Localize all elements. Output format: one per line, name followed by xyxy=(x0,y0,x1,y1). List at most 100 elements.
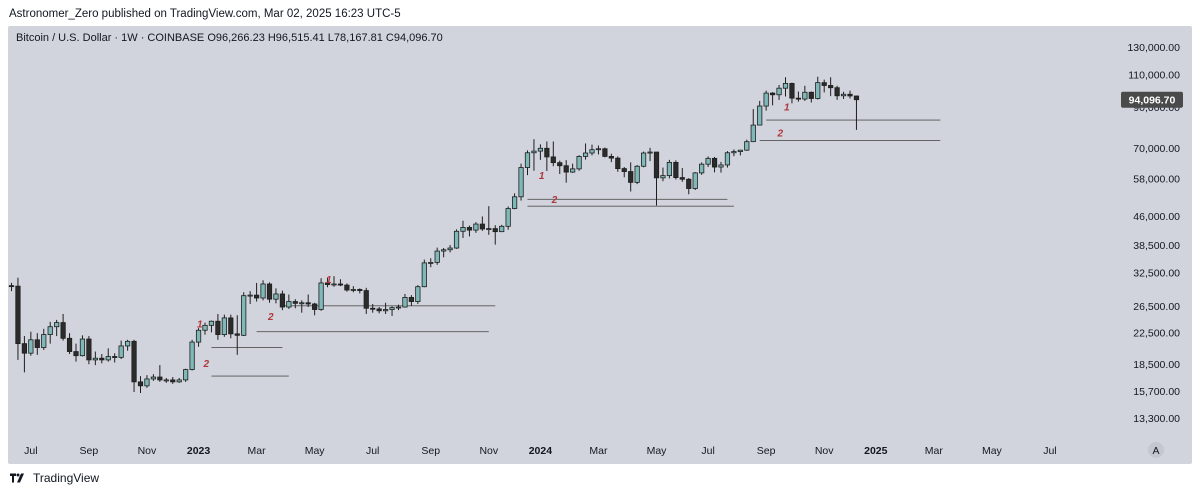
candle-body[interactable] xyxy=(789,83,795,99)
chart-panel[interactable]: 1 2 1 2 1 2 1 2 130,000.00 110,000.00 90,000.00 70,… xyxy=(8,26,1192,464)
candle-body[interactable] xyxy=(66,337,73,352)
candle-body[interactable] xyxy=(415,286,421,302)
candle-body[interactable] xyxy=(279,293,286,308)
candle-body[interactable] xyxy=(286,301,292,308)
candle-body[interactable] xyxy=(54,322,60,328)
candle-body[interactable] xyxy=(641,152,647,167)
candle-body[interactable] xyxy=(621,168,627,172)
candle-body[interactable] xyxy=(221,317,227,335)
candle-body[interactable] xyxy=(479,223,485,230)
candle-body[interactable] xyxy=(299,302,305,305)
candle-body[interactable] xyxy=(305,302,311,305)
candle-body[interactable] xyxy=(653,151,660,179)
candle-body[interactable] xyxy=(763,92,769,107)
candle-body[interactable] xyxy=(776,87,782,96)
candle-body[interactable] xyxy=(744,141,750,151)
candle-body[interactable] xyxy=(137,381,144,387)
candle-body[interactable] xyxy=(718,164,724,168)
candle-body[interactable] xyxy=(686,178,692,189)
candle-body[interactable] xyxy=(125,340,131,347)
candle-body[interactable] xyxy=(679,177,685,180)
candle-body[interactable] xyxy=(815,82,821,99)
candle-body[interactable] xyxy=(711,157,718,168)
candle-body[interactable] xyxy=(421,262,427,288)
candle-body[interactable] xyxy=(131,340,137,383)
candle-body[interactable] xyxy=(41,334,47,348)
candle-body[interactable] xyxy=(834,87,840,97)
candle-body[interactable] xyxy=(79,338,86,357)
candle-body[interactable] xyxy=(840,93,847,97)
candle-body[interactable] xyxy=(828,85,834,89)
candle-body[interactable] xyxy=(47,326,53,335)
footer-brand[interactable]: TradingView xyxy=(9,471,99,485)
candle-body[interactable] xyxy=(808,91,814,99)
candle-body[interactable] xyxy=(112,356,118,358)
candle-body[interactable] xyxy=(60,322,66,339)
candle-body[interactable] xyxy=(266,283,273,300)
candle-body[interactable] xyxy=(524,152,531,168)
candle-body[interactable] xyxy=(550,156,556,164)
candle-body[interactable] xyxy=(99,357,105,361)
candle-body[interactable] xyxy=(215,320,221,335)
candle-body[interactable] xyxy=(441,249,447,252)
candle-body[interactable] xyxy=(821,82,827,86)
candle-body[interactable] xyxy=(241,295,247,336)
candle-body[interactable] xyxy=(15,285,21,345)
candle-body[interactable] xyxy=(492,228,498,233)
candle-body[interactable] xyxy=(73,351,79,357)
candle-body[interactable] xyxy=(557,162,563,167)
candle-body[interactable] xyxy=(92,357,98,361)
candle-body[interactable] xyxy=(699,163,705,174)
candle-body[interactable] xyxy=(582,152,589,157)
candle-body[interactable] xyxy=(402,297,408,308)
candle-body[interactable] xyxy=(395,306,402,309)
candle-body[interactable] xyxy=(370,307,376,310)
candle-body[interactable] xyxy=(312,303,318,310)
candle-body[interactable] xyxy=(499,225,505,233)
candle-body[interactable] xyxy=(150,376,156,380)
candle-body[interactable] xyxy=(460,227,466,232)
candle-body[interactable] xyxy=(782,83,789,89)
candle-body[interactable] xyxy=(589,149,595,154)
candle-body[interactable] xyxy=(357,289,363,291)
candle-body[interactable] xyxy=(176,379,182,383)
candle-body[interactable] xyxy=(570,168,576,173)
candle-body[interactable] xyxy=(144,378,150,387)
candle-body[interactable] xyxy=(518,167,524,198)
candle-body[interactable] xyxy=(86,338,92,361)
candle-body[interactable] xyxy=(466,227,473,231)
candle-body[interactable] xyxy=(802,91,808,100)
candle-body[interactable] xyxy=(292,301,298,304)
candle-body[interactable] xyxy=(28,339,34,354)
candle-body[interactable] xyxy=(537,147,544,152)
candle-body[interactable] xyxy=(666,161,673,177)
candle-body[interactable] xyxy=(531,150,537,154)
auto-scale-button-label[interactable]: A xyxy=(1152,445,1159,457)
candle-body[interactable] xyxy=(602,148,608,157)
auto-scale-button[interactable] xyxy=(1148,442,1164,458)
candle-body[interactable] xyxy=(34,339,40,348)
candle-body[interactable] xyxy=(615,157,621,170)
price-chart[interactable]: 12121212130,000.00110,000.0090,000.0070,… xyxy=(8,26,1192,464)
candle-body[interactable] xyxy=(595,148,602,151)
candle-body[interactable] xyxy=(647,151,653,154)
candle-body[interactable] xyxy=(157,376,163,381)
candle-body[interactable] xyxy=(511,196,518,209)
candle-body[interactable] xyxy=(118,345,124,358)
candle-body[interactable] xyxy=(750,124,756,143)
candle-body[interactable] xyxy=(350,289,356,291)
candle-body[interactable] xyxy=(795,97,802,100)
candle-body[interactable] xyxy=(318,282,324,310)
candle-body[interactable] xyxy=(576,156,582,170)
candle-body[interactable] xyxy=(208,320,215,326)
candle-body[interactable] xyxy=(408,297,415,302)
candle-body[interactable] xyxy=(253,294,260,299)
candle-body[interactable] xyxy=(170,379,176,383)
candle-body[interactable] xyxy=(8,285,15,288)
candle-body[interactable] xyxy=(21,343,27,354)
candle-body[interactable] xyxy=(428,262,434,264)
candle-body[interactable] xyxy=(189,341,195,371)
candle-body[interactable] xyxy=(847,93,853,97)
candle-body[interactable] xyxy=(183,369,189,381)
candle-body[interactable] xyxy=(705,157,711,165)
